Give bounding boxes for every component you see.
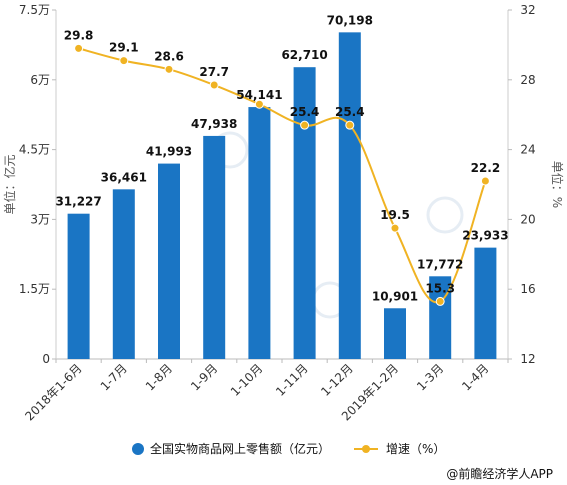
legend-line-marker (362, 445, 370, 453)
bar-value-label: 70,198 (327, 13, 373, 27)
bar-value-label: 23,933 (462, 229, 508, 243)
y-right-tick-label: 12 (520, 352, 535, 366)
line-series (74, 43, 490, 306)
line-point (345, 120, 355, 130)
bar (293, 67, 316, 360)
x-tick-label: 1-4月 (459, 361, 491, 393)
line-value-label: 22.2 (471, 161, 501, 175)
bar (112, 189, 135, 359)
legend-bar-swatch (132, 443, 144, 455)
line-value-label: 25.4 (335, 105, 365, 119)
legend: 全国实物商品网上零售额（亿元） 增速（%） (132, 441, 445, 456)
x-tick-label: 1-3月 (414, 361, 446, 393)
y-left-tick-label: 3万 (30, 212, 50, 226)
bar (474, 247, 497, 359)
line-point (300, 120, 310, 130)
y-right-tick-label: 28 (520, 73, 535, 87)
bar-value-label: 62,710 (281, 48, 327, 62)
line-point (119, 56, 129, 66)
bar-value-label: 10,901 (372, 289, 418, 303)
line-point (74, 43, 84, 53)
y-left-tick-label: 6万 (30, 73, 50, 87)
bar-series (67, 32, 497, 360)
line-value-label: 28.6 (154, 49, 184, 63)
bar-value-label: 36,461 (101, 170, 147, 184)
legend-bar-label: 全国实物商品网上零售额（亿元） (150, 441, 330, 456)
line-value-label: 29.8 (64, 28, 94, 42)
bar-value-label: 47,938 (191, 117, 237, 131)
bar (338, 32, 361, 359)
y-right-tick-label: 16 (520, 282, 535, 296)
legend-line-label: 增速（%） (386, 442, 445, 456)
x-tick-label: 1-7月 (98, 361, 130, 393)
x-tick-label: 2018年1-6月 (22, 361, 84, 423)
y-left-tick-label: 7.5万 (19, 3, 50, 17)
x-tick-label: 1-11月 (273, 361, 311, 399)
line-point (480, 176, 490, 186)
line-value-label: 29.1 (109, 41, 139, 55)
bar (158, 163, 180, 359)
line-value-label: 27.7 (199, 65, 229, 79)
y-left-tick-label: 1.5万 (19, 282, 50, 296)
line-value-label: 19.5 (380, 208, 410, 222)
line-point (254, 99, 264, 109)
axes: 0 1.5万 3万 4.5万 6万 7.5万 12 16 20 24 28 32 2018年1-6月 1-… (2, 3, 565, 424)
line-value-label: 25.4 (290, 105, 320, 119)
bar (384, 308, 406, 359)
line-point (164, 64, 174, 74)
y-right-axis-title: 单位：% (550, 161, 565, 208)
x-tick-label: 1-12月 (318, 361, 356, 399)
watermark-logo-2 (426, 196, 464, 234)
x-tick-label: 1-9月 (188, 361, 220, 393)
x-tick-label: 1-10月 (228, 361, 266, 399)
y-right-tick-label: 24 (520, 143, 535, 157)
bar-value-label: 54,141 (236, 88, 282, 102)
bar-value-label: 41,993 (146, 145, 192, 159)
source-credit: @前瞻经济学人APP (446, 466, 553, 481)
line-point (435, 296, 445, 306)
line-point (390, 223, 400, 233)
bar-value-label: 17,772 (417, 257, 463, 271)
x-tick-label: 1-8月 (143, 361, 175, 393)
y-left-tick-label: 0 (42, 352, 50, 366)
y-left-tick-label: 4.5万 (19, 143, 50, 157)
bar (203, 135, 226, 359)
bar (248, 107, 271, 360)
bar (67, 213, 90, 359)
bar-value-label: 31,227 (55, 195, 101, 209)
y-right-tick-label: 32 (520, 3, 535, 17)
y-right-tick-label: 20 (520, 212, 535, 226)
line-point (209, 80, 219, 90)
line-value-label: 15.3 (425, 281, 455, 295)
y-left-axis-title: 单位：亿元 (2, 154, 17, 214)
